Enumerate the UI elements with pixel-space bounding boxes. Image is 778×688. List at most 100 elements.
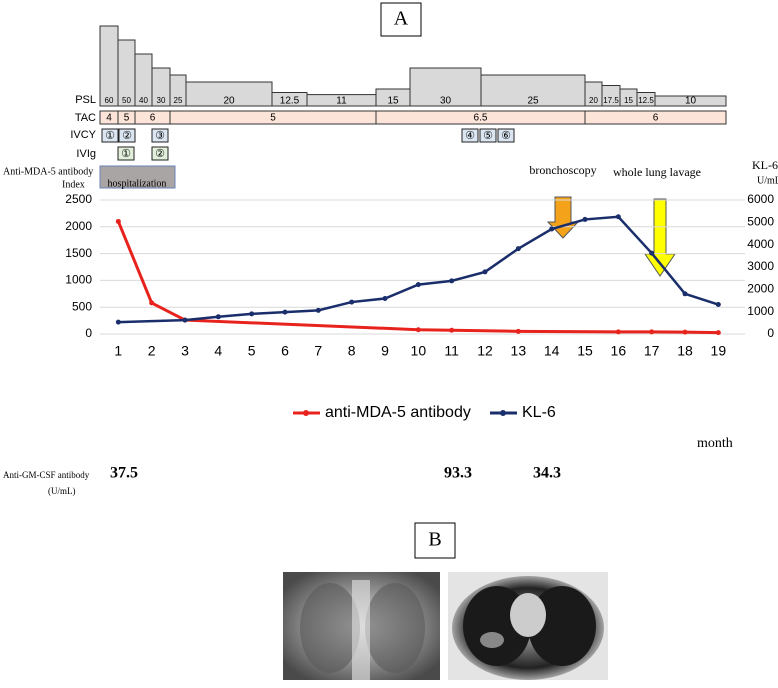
x-tick-label: 7 bbox=[314, 343, 322, 359]
series-line bbox=[116, 220, 719, 335]
x-tick-label: 6 bbox=[281, 343, 289, 359]
data-point bbox=[315, 307, 321, 313]
psl-label: 11 bbox=[336, 96, 347, 107]
ivcy-label: ① bbox=[105, 130, 115, 142]
tac-segment bbox=[584, 110, 727, 125]
data-point bbox=[482, 269, 488, 275]
x-tick-label: 1 bbox=[114, 343, 122, 359]
x-tick-label: 14 bbox=[544, 343, 560, 359]
gm-csf-label: (U/mL) bbox=[48, 486, 76, 496]
data-point bbox=[549, 226, 555, 232]
row-label: PSL bbox=[75, 94, 96, 106]
chest-xray bbox=[283, 572, 440, 680]
gm-csf-value: 93.3 bbox=[444, 465, 472, 482]
legend-marker bbox=[303, 410, 309, 416]
panel-label-box bbox=[414, 522, 456, 559]
x-tick-label: 15 bbox=[577, 343, 593, 359]
psl-label: 25 bbox=[527, 96, 539, 107]
tac-label: 6 bbox=[653, 113, 659, 124]
legend-label: anti-MDA-5 antibody bbox=[325, 404, 471, 421]
data-point bbox=[615, 329, 621, 335]
psl-label: 17.5 bbox=[603, 96, 619, 105]
x-tick-label: 19 bbox=[711, 343, 727, 359]
data-point bbox=[582, 216, 588, 222]
psl-dose bbox=[185, 81, 273, 107]
y-tick-label: 1500 bbox=[65, 246, 92, 260]
ivcy-label: ② bbox=[122, 130, 132, 142]
y-tick-label: 500 bbox=[72, 299, 92, 313]
psl-label: 25 bbox=[174, 96, 183, 105]
data-point bbox=[615, 214, 621, 220]
gm-csf-label: Anti-GM-CSF antibody bbox=[3, 470, 90, 480]
row-label: IVCY bbox=[70, 129, 96, 141]
psl-label: 12.5 bbox=[638, 96, 654, 105]
ivcy-box bbox=[497, 128, 515, 143]
data-point bbox=[449, 327, 455, 333]
data-point bbox=[182, 317, 188, 323]
x-tick-label: 12 bbox=[477, 343, 493, 359]
y-axis-label: Index bbox=[62, 179, 85, 190]
row-label: TAC bbox=[75, 112, 96, 124]
ivig-box bbox=[151, 146, 169, 161]
hospitalization-label: hospitalization bbox=[108, 178, 167, 189]
data-point bbox=[682, 291, 688, 297]
data-point bbox=[282, 309, 288, 315]
psl-dose bbox=[480, 74, 586, 107]
x-tick-label: 2 bbox=[148, 343, 156, 359]
psl-label: 15 bbox=[624, 96, 633, 105]
x-tick-label: 3 bbox=[181, 343, 189, 359]
y2-tick-label: 1000 bbox=[747, 304, 774, 318]
psl-label: 50 bbox=[122, 96, 131, 105]
psl-label: 10 bbox=[685, 96, 697, 107]
data-point bbox=[415, 327, 421, 333]
legend-marker bbox=[500, 410, 506, 416]
psl-dose bbox=[654, 95, 727, 107]
x-tick-label: 11 bbox=[444, 343, 459, 359]
y-tick-label: 2000 bbox=[65, 219, 92, 233]
psl-label: 15 bbox=[387, 96, 399, 107]
y2-tick-label: 4000 bbox=[747, 237, 774, 251]
x-tick-label: 18 bbox=[677, 343, 693, 359]
annotation: whole lung lavage bbox=[613, 165, 701, 179]
x-tick-label: 8 bbox=[348, 343, 356, 359]
x-tick-label: 16 bbox=[611, 343, 627, 359]
x-tick-label: 5 bbox=[248, 343, 256, 359]
ivcy-box bbox=[151, 128, 169, 143]
psl-label: 30 bbox=[440, 96, 452, 107]
legend-label: KL-6 bbox=[522, 404, 556, 421]
y2-tick-label: 5000 bbox=[747, 215, 774, 229]
psl-dose bbox=[99, 25, 119, 107]
ivcy-box bbox=[101, 128, 119, 143]
y2-tick-label: 2000 bbox=[747, 282, 774, 296]
panel-label: B bbox=[428, 529, 441, 551]
x-tick-label: 17 bbox=[644, 343, 660, 359]
tac-label: 4 bbox=[106, 113, 112, 124]
x-tick-label: 9 bbox=[381, 343, 389, 359]
data-point bbox=[249, 311, 255, 317]
x-axis-label: month bbox=[697, 436, 733, 451]
y2-tick-label: 6000 bbox=[747, 192, 774, 206]
ivcy-box bbox=[461, 128, 479, 143]
row-label: IVIg bbox=[76, 148, 96, 160]
y2-tick-label: 0 bbox=[767, 326, 774, 340]
annotation: bronchoscopy bbox=[529, 163, 596, 177]
psl-dose bbox=[409, 67, 482, 107]
tac-label: 6 bbox=[150, 113, 156, 124]
tac-label: 5 bbox=[124, 113, 130, 124]
psl-label: 60 bbox=[105, 96, 114, 105]
psl-label: 40 bbox=[139, 96, 148, 105]
psl-label: 12.5 bbox=[280, 96, 300, 107]
y2-axis-label: KL-6 bbox=[752, 158, 778, 172]
psl-label: 30 bbox=[157, 96, 166, 105]
x-tick-label: 13 bbox=[511, 343, 527, 359]
y-tick-label: 0 bbox=[85, 326, 92, 340]
data-point bbox=[649, 250, 655, 256]
x-tick-label: 10 bbox=[411, 343, 427, 359]
ivcy-label: ③ bbox=[155, 130, 165, 142]
data-point bbox=[115, 218, 121, 224]
y2-axis-label: U/mL bbox=[757, 175, 778, 186]
y-tick-label: 2500 bbox=[65, 192, 92, 206]
data-point bbox=[215, 314, 221, 320]
